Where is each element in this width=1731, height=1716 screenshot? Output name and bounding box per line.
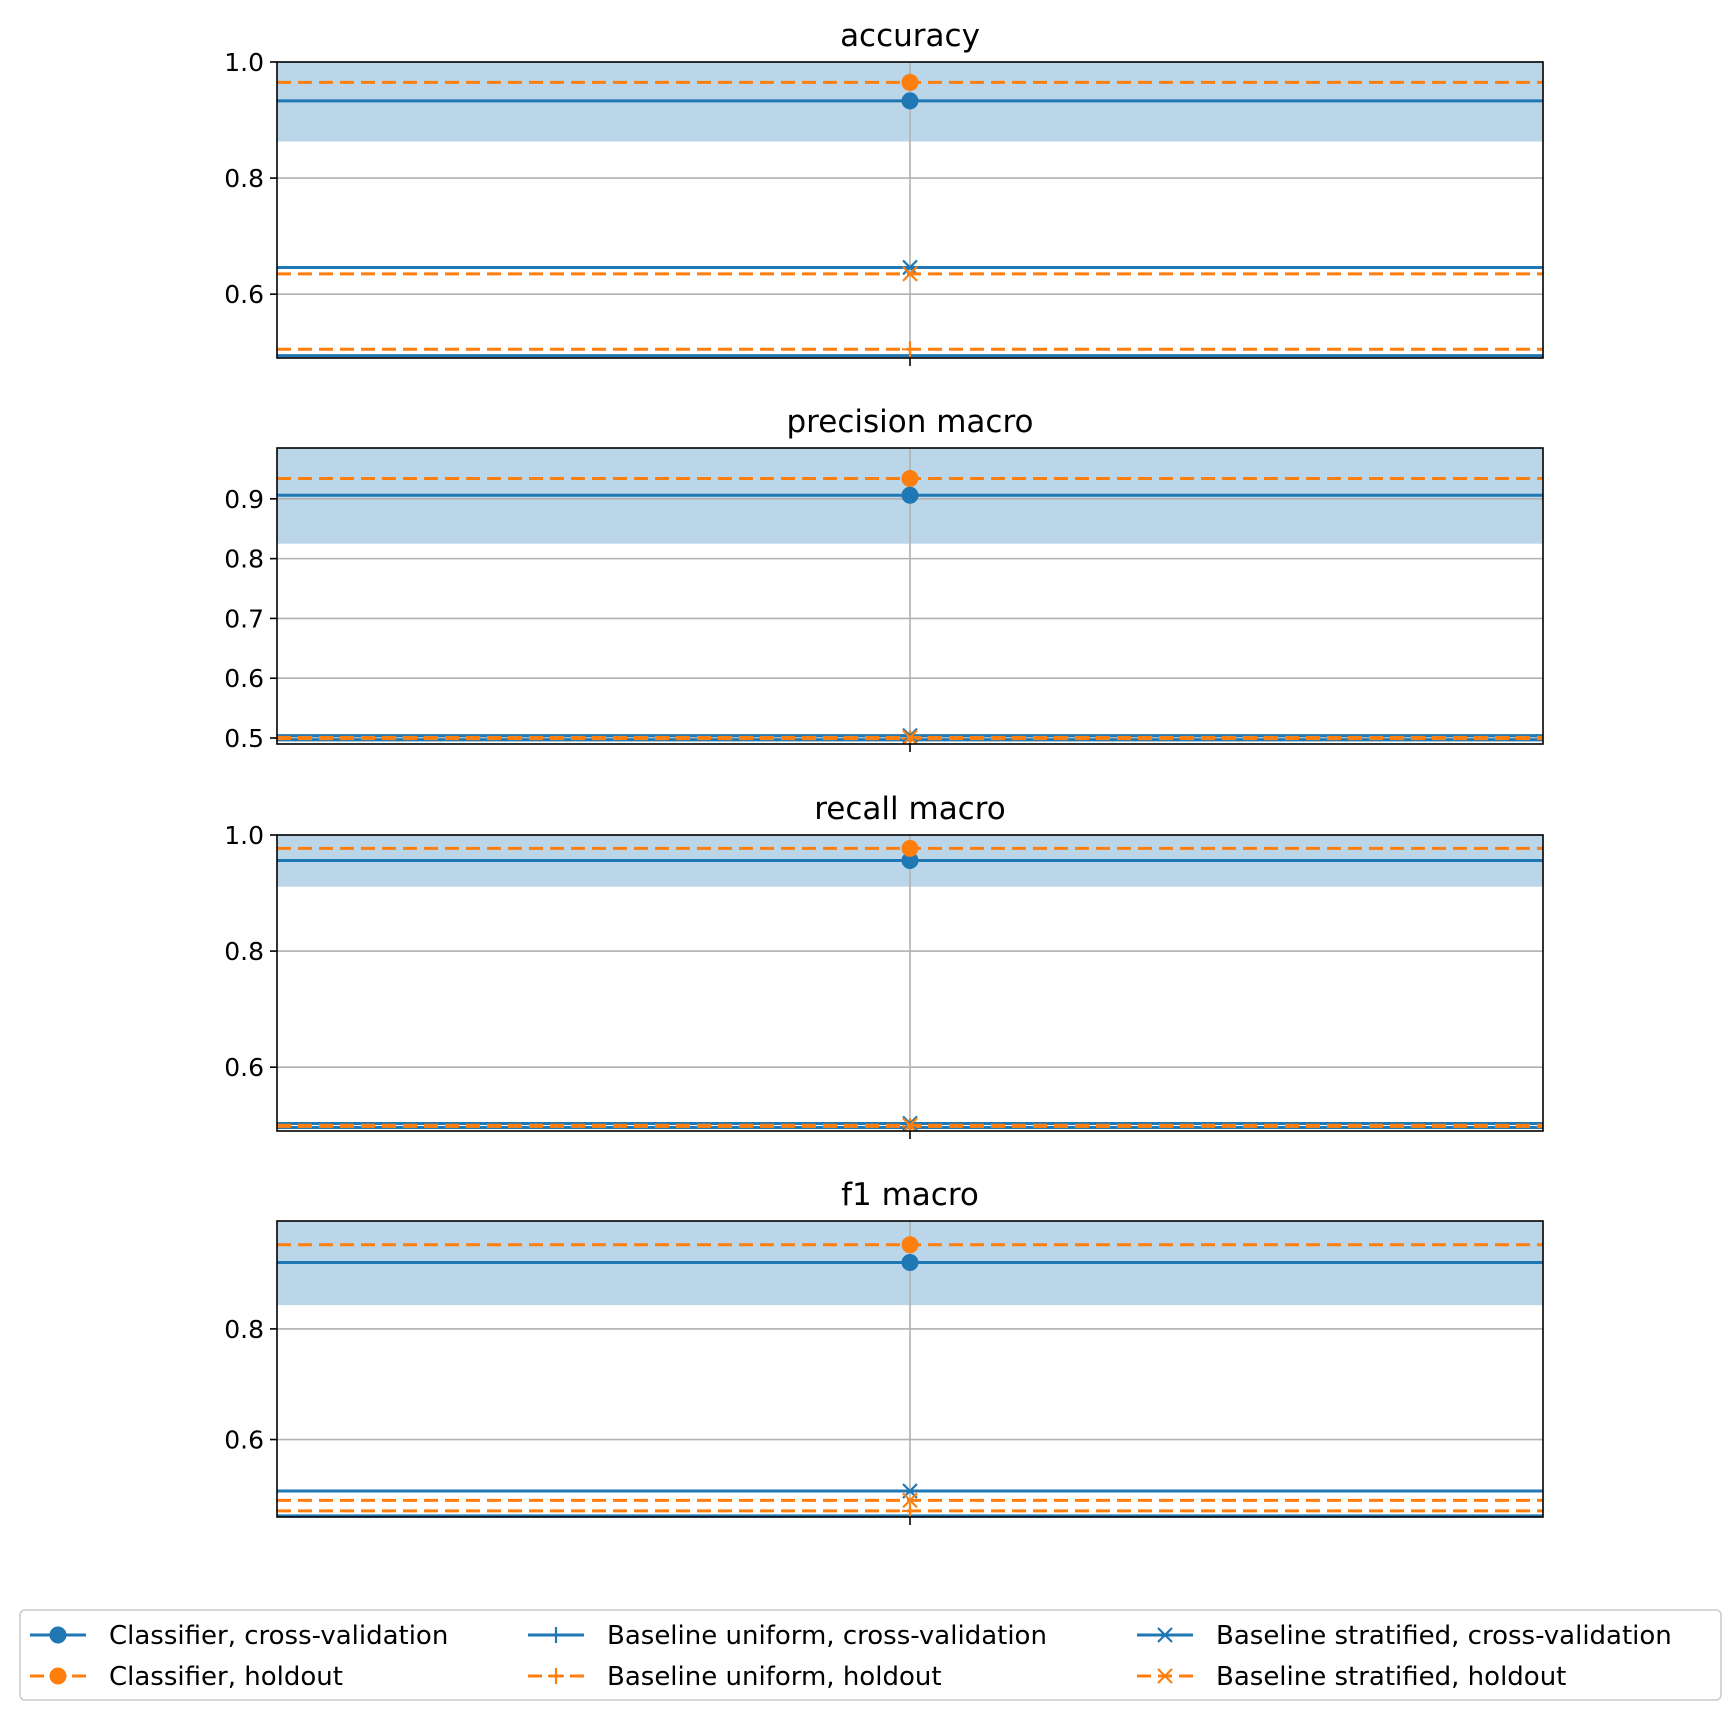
y-tick-label: 0.8 bbox=[224, 545, 264, 574]
series-point-baseline-stratified-cross-validation bbox=[902, 727, 918, 744]
series-point-classifier-cross-validation bbox=[901, 1253, 919, 1271]
legend-label: Baseline uniform, cross-validation bbox=[607, 1621, 1047, 1651]
y-tick-label: 1.0 bbox=[224, 48, 264, 77]
legend-swatch-marker bbox=[1157, 1668, 1173, 1684]
subplot-title: f1 macro bbox=[841, 1177, 979, 1213]
legend-item-baseline-stratified-holdout: Baseline stratified, holdout bbox=[1137, 1662, 1566, 1692]
subplot-accuracy: accuracy 0.6 0.8 1.0 bbox=[224, 18, 1544, 366]
series-point-baseline-stratified-cross-validation bbox=[902, 1115, 918, 1131]
plot-area bbox=[277, 62, 1543, 358]
y-tick-label: 0.5 bbox=[224, 724, 264, 753]
subplot-title: recall macro bbox=[814, 791, 1006, 827]
legend-label: Classifier, cross-validation bbox=[109, 1621, 448, 1651]
y-tick-label: 0.8 bbox=[224, 164, 264, 193]
subplot-precision-macro: precision macro 0.5 0.6 0.7 0.8 0.9 bbox=[224, 404, 1544, 753]
series-point-classifier-holdout bbox=[901, 1236, 919, 1254]
y-tick-label: 0.6 bbox=[224, 1053, 264, 1082]
series-point-baseline-stratified-cross-validation bbox=[902, 259, 918, 276]
legend-item-classifier-holdout: Classifier, holdout bbox=[30, 1662, 343, 1692]
legend-frame bbox=[19, 1609, 1722, 1701]
series-point-classifier-holdout bbox=[901, 469, 919, 487]
series-point-baseline-stratified-holdout bbox=[902, 1117, 918, 1131]
legend-swatch-marker bbox=[1157, 1627, 1173, 1643]
y-tick-label: 1.0 bbox=[224, 821, 264, 850]
y-tick-label: 0.9 bbox=[224, 485, 264, 514]
subplot-recall-macro: recall macro 0.6 0.8 1.0 bbox=[224, 791, 1544, 1139]
legend-label: Classifier, holdout bbox=[109, 1662, 343, 1692]
y-tick-label: 0.7 bbox=[224, 604, 264, 633]
series-point-classifier-cross-validation bbox=[901, 486, 919, 504]
legend-item-classifier-cross-validation: Classifier, cross-validation bbox=[30, 1621, 448, 1651]
y-tick-label: 0.6 bbox=[224, 280, 264, 309]
y-tick-label: 0.8 bbox=[224, 1315, 264, 1344]
legend-label: Baseline stratified, holdout bbox=[1216, 1662, 1566, 1692]
legend-item-baseline-uniform-holdout: Baseline uniform, holdout bbox=[528, 1662, 942, 1692]
y-tick-label: 0.6 bbox=[224, 1426, 264, 1455]
legend-swatch-marker bbox=[548, 1668, 564, 1684]
series-point-baseline-uniform-holdout bbox=[902, 341, 918, 358]
subplot-f1-macro: f1 macro 0.6 0.8 bbox=[224, 1177, 1544, 1525]
y-tick-label: 0.8 bbox=[224, 937, 264, 966]
subplot-title: accuracy bbox=[840, 18, 980, 54]
plot-area bbox=[277, 835, 1543, 1131]
legend-swatch-marker bbox=[49, 1626, 67, 1644]
subplot-title: precision macro bbox=[787, 404, 1034, 440]
legend-label: Baseline uniform, holdout bbox=[607, 1662, 942, 1692]
series-point-classifier-cross-validation bbox=[901, 92, 919, 110]
legend-label: Baseline stratified, cross-validation bbox=[1216, 1621, 1672, 1651]
series-point-baseline-stratified-holdout bbox=[902, 266, 918, 282]
series-point-baseline-stratified-holdout bbox=[902, 1492, 918, 1509]
y-tick-label: 0.6 bbox=[224, 664, 264, 693]
plot-area bbox=[277, 1221, 1543, 1517]
series-point-baseline-stratified-holdout bbox=[902, 729, 918, 744]
legend-item-baseline-uniform-cross-validation: Baseline uniform, cross-validation bbox=[528, 1621, 1047, 1651]
legend-item-baseline-stratified-cross-validation: Baseline stratified, cross-validation bbox=[1137, 1621, 1672, 1651]
legend-swatch-marker bbox=[49, 1667, 67, 1685]
plot-area bbox=[277, 448, 1543, 744]
series-point-classifier-holdout bbox=[901, 73, 919, 91]
legend-swatch-marker bbox=[548, 1627, 564, 1643]
legend: Classifier, cross-validation Classifier, … bbox=[19, 1609, 1722, 1701]
series-point-classifier-holdout bbox=[901, 839, 919, 857]
